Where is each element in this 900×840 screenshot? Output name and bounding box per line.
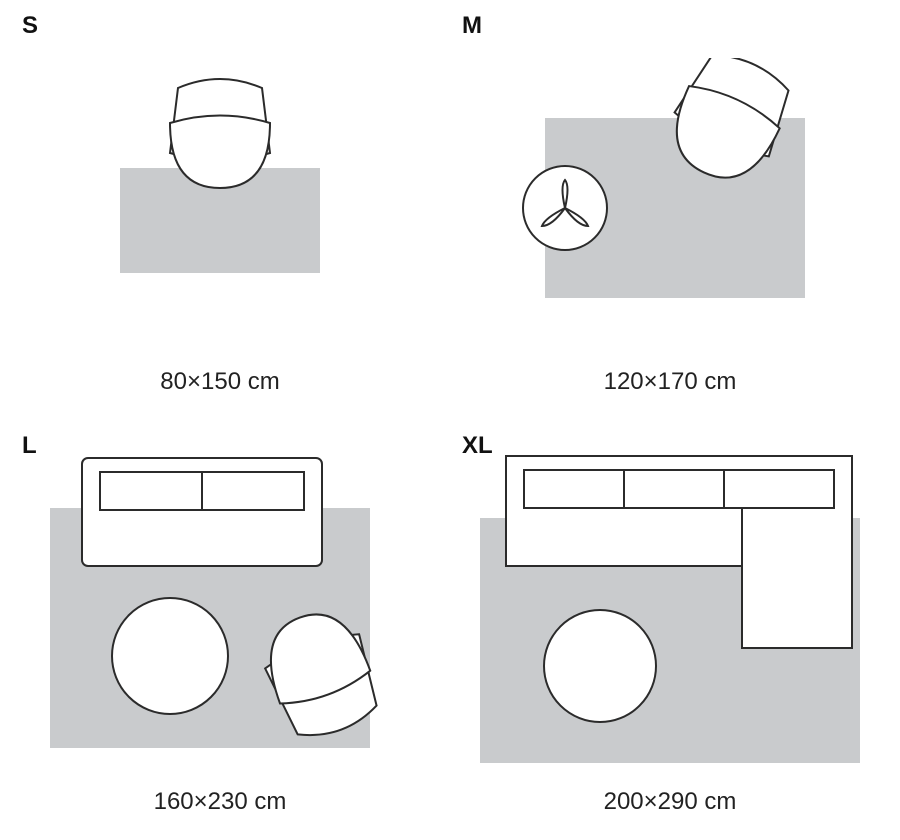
dimensions-s: 80×150 cm xyxy=(0,368,440,396)
coffee-table xyxy=(544,610,656,722)
diagram-xl xyxy=(460,436,880,780)
diagram-svg-xl xyxy=(460,438,880,778)
panel-xl: XL 200×290 cm xyxy=(440,420,900,840)
diagram-m xyxy=(460,16,880,360)
dimensions-xl: 200×290 cm xyxy=(440,788,900,816)
sectional-back-2 xyxy=(624,470,724,508)
sectional-back-3 xyxy=(724,470,834,508)
dimensions-m: 120×170 cm xyxy=(440,368,900,396)
panel-s: S 80×150 cm xyxy=(0,0,440,420)
sectional-back-1 xyxy=(524,470,624,508)
panel-m: M 120×170 cm xyxy=(440,0,900,420)
size-label-xl: XL xyxy=(462,432,493,460)
diagram-l xyxy=(20,436,420,780)
size-label-l: L xyxy=(22,432,37,460)
panel-l: L 160×230 cm xyxy=(0,420,440,840)
diagram-svg-m xyxy=(490,58,850,318)
size-label-m: M xyxy=(462,12,482,40)
coffee-table xyxy=(112,598,228,714)
size-label-s: S xyxy=(22,12,38,40)
diagram-s xyxy=(20,16,420,360)
dimensions-l: 160×230 cm xyxy=(0,788,440,816)
diagram-svg-s xyxy=(70,68,370,308)
diagram-svg-l xyxy=(20,438,420,778)
